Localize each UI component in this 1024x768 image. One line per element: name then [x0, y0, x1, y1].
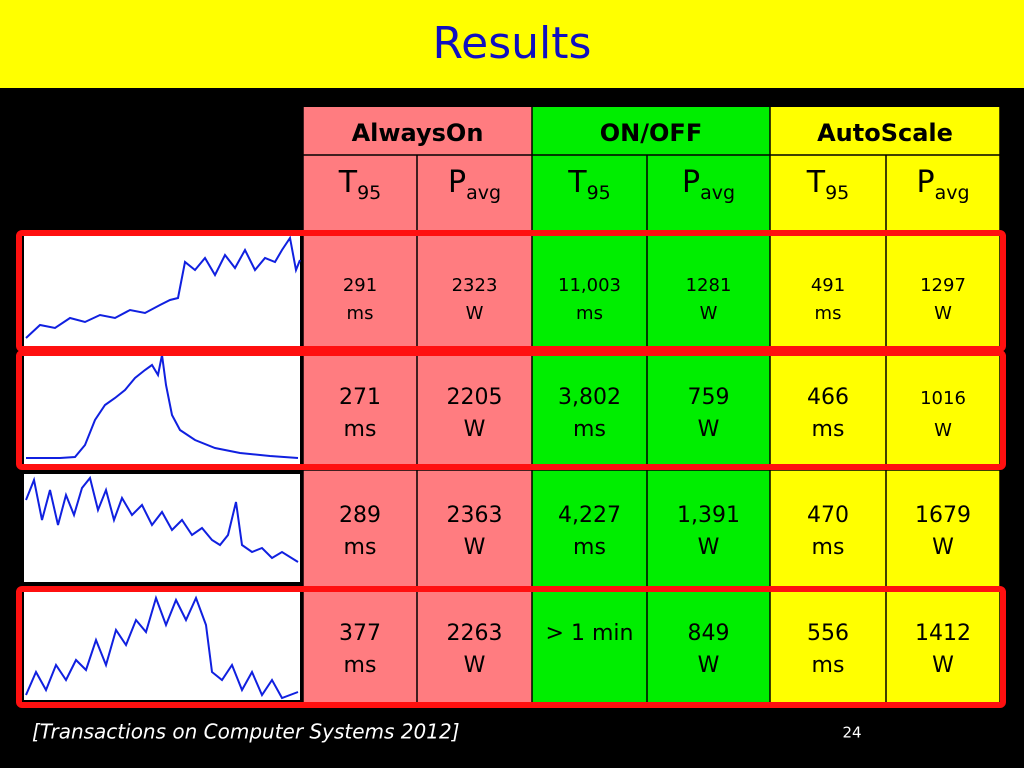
cell-unit: W — [934, 420, 952, 441]
cell-value: 3,802 — [558, 385, 621, 410]
group-header: AlwaysOn — [352, 119, 484, 147]
cell-value: 1679 — [915, 503, 971, 528]
cell-unit: ms — [576, 303, 603, 324]
cell-value: 289 — [339, 503, 381, 528]
header-symbol: P — [448, 165, 466, 200]
group-column — [770, 107, 1000, 705]
cell-value: 2323 — [452, 275, 498, 296]
cell-value: 1,391 — [677, 503, 740, 528]
column-header: T95 — [567, 165, 611, 204]
header-symbol: T — [567, 165, 587, 200]
trace-box — [24, 356, 300, 464]
cell-unit: W — [464, 653, 486, 678]
cell-unit: ms — [344, 535, 377, 560]
cell-value: 466 — [807, 385, 849, 410]
cell-value: 377 — [339, 621, 381, 646]
cell-value: 4,227 — [558, 503, 621, 528]
cell-unit: ms — [573, 417, 606, 442]
cell-unit: W — [464, 417, 486, 442]
cell-value: 1297 — [920, 275, 966, 296]
cell-unit: W — [466, 303, 484, 324]
cell-value: 470 — [807, 503, 849, 528]
group-header: ON/OFF — [600, 119, 702, 147]
trace — [25, 594, 299, 700]
cell-unit: ms — [812, 653, 845, 678]
title-band — [0, 0, 1024, 88]
column-header: Pavg — [682, 165, 735, 204]
cell-unit: ms — [344, 653, 377, 678]
column-header: T95 — [338, 165, 382, 204]
cell-value: 2205 — [447, 385, 503, 410]
cell-value: > 1 min — [546, 621, 634, 646]
column-header: T95 — [806, 165, 850, 204]
cell-value: 556 — [807, 621, 849, 646]
cell-value: 1412 — [915, 621, 971, 646]
cell-value: 849 — [688, 621, 730, 646]
cell-unit: ms — [573, 535, 606, 560]
cell-value: 291 — [343, 275, 377, 296]
group-header: AutoScale — [817, 119, 953, 147]
group-column — [532, 107, 770, 705]
column-header: Pavg — [916, 165, 969, 204]
cell-value: 1281 — [686, 275, 732, 296]
highlight-frame — [16, 586, 1006, 708]
cell-value: 491 — [811, 275, 845, 296]
cell-unit: ms — [344, 417, 377, 442]
trace — [25, 235, 301, 339]
header-subscript: avg — [700, 182, 735, 204]
header-symbol: P — [916, 165, 934, 200]
cell-unit: W — [698, 653, 720, 678]
cell-unit: W — [934, 303, 952, 324]
cell-value: 759 — [688, 385, 730, 410]
trace — [25, 475, 299, 563]
trace-box — [24, 474, 300, 582]
highlight-frame — [16, 230, 1006, 352]
cell-unit: W — [698, 535, 720, 560]
header-symbol: P — [682, 165, 700, 200]
header-subscript: 95 — [587, 182, 611, 204]
cell-unit: W — [698, 417, 720, 442]
cell-unit: W — [464, 535, 486, 560]
header-subscript: 95 — [357, 182, 381, 204]
cell-unit: ms — [347, 303, 374, 324]
header-subscript: avg — [466, 182, 501, 204]
header-subscript: 95 — [825, 182, 849, 204]
header-subscript: avg — [935, 182, 970, 204]
cell-unit: W — [932, 653, 954, 678]
cell-value: 1016 — [920, 388, 966, 409]
column-header: Pavg — [448, 165, 501, 204]
trace-box — [24, 592, 300, 700]
trace-box — [24, 236, 300, 346]
highlight-frames — [16, 230, 1006, 708]
cell-value: 2263 — [447, 621, 503, 646]
cell-unit: W — [932, 535, 954, 560]
page-number: 24 — [842, 724, 861, 742]
header-symbol: T — [806, 165, 826, 200]
highlight-frame — [16, 350, 1006, 470]
citation: [Transactions on Computer Systems 2012] — [32, 720, 460, 744]
slide-title: Results — [433, 18, 592, 69]
cell-unit: ms — [815, 303, 842, 324]
workload-traces — [24, 235, 301, 700]
cell-unit: W — [700, 303, 718, 324]
cell-unit: ms — [812, 417, 845, 442]
cell-value: 271 — [339, 385, 381, 410]
cell-value: 11,003 — [558, 275, 621, 296]
cell-unit: ms — [812, 535, 845, 560]
header-symbol: T — [338, 165, 358, 200]
trace — [26, 354, 299, 459]
cell-value: 2363 — [447, 503, 503, 528]
